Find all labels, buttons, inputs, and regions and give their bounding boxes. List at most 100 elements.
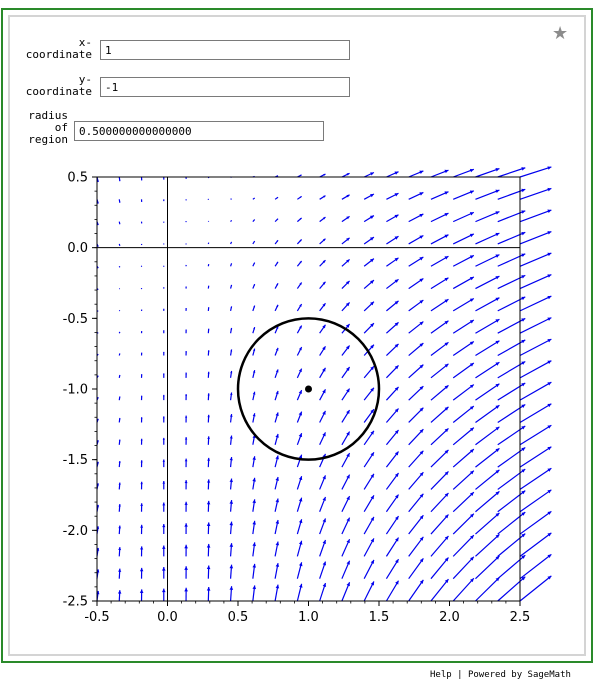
vector-arrow	[497, 554, 526, 580]
vector-arrowhead	[469, 427, 474, 432]
vector-arrowhead	[322, 303, 326, 307]
vector-arrowhead	[298, 390, 302, 394]
vector-arrowhead	[419, 429, 424, 434]
vector-arrow	[475, 232, 500, 245]
vector-arrowhead	[184, 523, 188, 527]
vector-arrowhead	[230, 370, 233, 374]
vector-arrowhead	[547, 317, 552, 321]
vector-arrowhead	[419, 278, 424, 283]
help-link[interactable]: Help	[430, 670, 452, 680]
vector-arrowhead	[547, 252, 552, 257]
vector-arrowhead	[141, 352, 143, 354]
vector-arrowhead	[163, 308, 165, 310]
vector-arrowhead	[495, 211, 500, 215]
vector-arrowhead	[547, 403, 552, 408]
vector-arrowhead	[495, 383, 500, 388]
vector-arrowhead	[185, 351, 187, 353]
vector-arrowhead	[419, 407, 424, 412]
vector-arrowhead	[185, 178, 187, 179]
vector-arrow	[519, 274, 552, 290]
x-coordinate-label: x- coordinate	[25, 36, 92, 61]
radius-input[interactable]	[74, 121, 324, 141]
vector-arrow	[519, 532, 552, 557]
star-icon[interactable]: ★	[552, 23, 569, 44]
vector-arrow	[408, 514, 424, 535]
vector-arrowhead	[140, 503, 143, 506]
vector-arrowhead	[469, 212, 474, 216]
vector-arrowhead	[547, 554, 552, 558]
vector-arrowhead	[184, 437, 188, 440]
vector-arrowhead	[119, 201, 121, 203]
vector-arrowhead	[521, 512, 526, 516]
vector-arrow	[140, 287, 143, 290]
vector-arrowhead	[298, 368, 302, 373]
vector-arrowhead	[252, 499, 256, 504]
vector-arrowhead	[444, 557, 449, 562]
vector-arrow	[185, 221, 187, 223]
vector-arrowhead	[97, 267, 99, 269]
vector-arrowhead	[521, 447, 526, 452]
vector-arrowhead	[419, 386, 424, 390]
vector-arrowhead	[140, 395, 143, 398]
vector-arrowhead	[162, 437, 165, 441]
vector-arrowhead	[97, 418, 99, 421]
vector-arrowhead	[184, 458, 188, 462]
vector-arrow	[475, 447, 500, 468]
vector-arrowhead	[419, 170, 424, 174]
vector-arrowhead	[521, 361, 526, 365]
vector-arrowhead	[140, 546, 144, 550]
vector-arrowhead	[521, 576, 526, 581]
vector-arrow	[497, 317, 526, 334]
vector-arrowhead	[495, 276, 500, 280]
powered-by-link[interactable]: Powered by SageMath	[467, 670, 571, 680]
vector-arrowhead	[444, 385, 449, 390]
vector-arrow	[497, 576, 526, 602]
vector-arrowhead	[470, 513, 474, 518]
vector-arrowhead	[141, 374, 143, 376]
vector-arrowhead	[547, 489, 552, 494]
vector-arrow	[430, 514, 449, 535]
vector-arrowhead	[469, 168, 474, 173]
vector-arrowhead	[322, 518, 326, 523]
vector-arrowhead	[185, 286, 187, 288]
vector-arrow	[497, 404, 526, 423]
vector-arrowhead	[419, 515, 424, 520]
vector-arrowhead	[547, 166, 552, 170]
vector-arrowhead	[275, 563, 280, 567]
vector-arrowhead	[346, 517, 350, 522]
vector-arrowhead	[547, 274, 552, 278]
vector-arrowhead	[230, 349, 233, 352]
vector-arrow	[519, 295, 552, 312]
vector-arrowhead	[97, 397, 99, 399]
vector-arrowhead	[521, 232, 526, 236]
vector-arrow	[452, 211, 475, 223]
vector-arrowhead	[253, 348, 256, 352]
vector-arrowhead	[252, 391, 256, 395]
vector-arrowhead	[495, 254, 500, 258]
vector-arrow	[452, 297, 475, 312]
vector-arrowhead	[322, 346, 326, 351]
vector-arrowhead	[298, 454, 303, 459]
vector-arrowhead	[208, 264, 209, 265]
vector-arrowhead	[230, 263, 232, 265]
vector-arrowhead	[253, 305, 255, 308]
x-coordinate-input[interactable]	[100, 40, 350, 60]
vector-arrowhead	[323, 174, 326, 176]
vector-arrowhead	[495, 297, 500, 301]
y-coordinate-input[interactable]	[100, 77, 350, 97]
vector-arrowhead	[322, 389, 326, 394]
vector-arrow	[519, 575, 552, 602]
vector-arrowhead	[298, 540, 303, 545]
vector-arrow	[497, 231, 526, 245]
vector-arrowhead	[208, 307, 210, 309]
vector-arrowhead	[322, 583, 327, 587]
vector-arrowhead	[229, 521, 234, 526]
vector-arrow	[519, 166, 552, 178]
vector-arrowhead	[521, 490, 526, 495]
vector-arrowhead	[419, 472, 424, 477]
vector-arrowhead	[207, 414, 210, 418]
vector-arrowhead	[299, 282, 302, 286]
vector-arrow	[430, 384, 449, 401]
vector-arrow	[475, 426, 500, 446]
vector-arrowhead	[161, 588, 166, 593]
